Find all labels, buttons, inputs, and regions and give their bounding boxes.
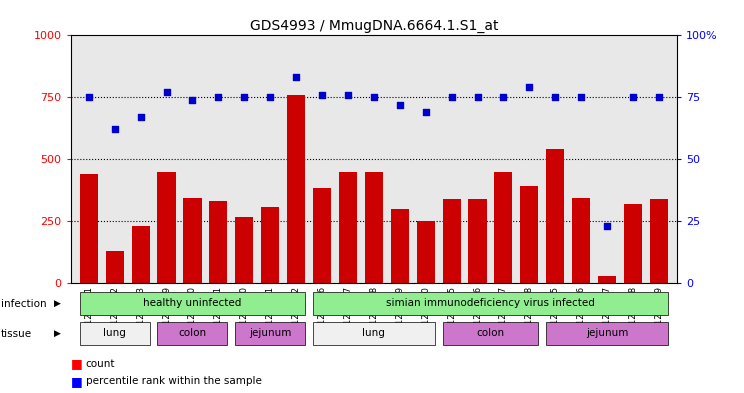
Point (316, 92, 328, 98)
Bar (443, 199, 461, 283)
Point (109, 126, 121, 132)
Point (368, 94, 380, 100)
Bar (80, 322, 150, 345)
Text: percentile rank within the sample: percentile rank within the sample (86, 376, 261, 386)
Text: ■: ■ (71, 375, 83, 388)
Bar (494, 171, 513, 283)
Bar (443, 322, 539, 345)
Bar (469, 199, 487, 283)
Bar (158, 322, 228, 345)
Text: infection: infection (1, 299, 46, 309)
Point (264, 94, 276, 100)
Bar (365, 171, 383, 283)
Point (653, 94, 665, 100)
Text: lung: lung (103, 328, 126, 338)
Text: healthy uninfected: healthy uninfected (144, 298, 242, 308)
Bar (339, 171, 357, 283)
Point (523, 84, 535, 90)
Bar (184, 198, 202, 283)
Bar (520, 186, 539, 283)
Text: jejunum: jejunum (586, 328, 628, 338)
Point (161, 89, 173, 95)
Point (394, 101, 405, 108)
Bar (417, 221, 434, 283)
Point (420, 109, 432, 115)
Bar (391, 209, 409, 283)
Point (83, 94, 94, 100)
Point (135, 114, 147, 120)
Bar (209, 201, 228, 283)
Point (549, 94, 561, 100)
Point (446, 94, 458, 100)
Bar (598, 275, 616, 283)
Bar (80, 292, 305, 315)
Bar (313, 292, 668, 315)
Bar (235, 322, 305, 345)
Text: ▶: ▶ (54, 299, 61, 308)
Bar (546, 149, 564, 283)
Text: jejunum: jejunum (249, 328, 292, 338)
Point (187, 97, 199, 103)
Bar (106, 251, 124, 283)
Text: colon: colon (179, 328, 207, 338)
Bar (546, 322, 668, 345)
Point (472, 94, 484, 100)
Text: colon: colon (476, 328, 504, 338)
Bar (132, 226, 150, 283)
Point (575, 94, 587, 100)
Bar (287, 95, 305, 283)
Text: tissue: tissue (1, 329, 32, 339)
Text: ▶: ▶ (54, 329, 61, 338)
Point (342, 92, 354, 98)
Bar (572, 198, 590, 283)
Point (498, 94, 510, 100)
Text: count: count (86, 358, 115, 369)
Bar (313, 322, 434, 345)
Bar (158, 171, 176, 283)
Bar (261, 208, 279, 283)
Text: simian immunodeficiency virus infected: simian immunodeficiency virus infected (386, 298, 595, 308)
Point (290, 74, 302, 81)
Text: ■: ■ (71, 357, 83, 370)
Point (627, 94, 639, 100)
Text: lung: lung (362, 328, 385, 338)
Point (238, 94, 250, 100)
Bar (624, 204, 642, 283)
Bar (235, 217, 254, 283)
Bar (80, 174, 98, 283)
Point (601, 223, 613, 229)
Bar (313, 187, 331, 283)
Point (213, 94, 225, 100)
Title: GDS4993 / MmugDNA.6664.1.S1_at: GDS4993 / MmugDNA.6664.1.S1_at (249, 19, 498, 33)
Bar (650, 199, 668, 283)
